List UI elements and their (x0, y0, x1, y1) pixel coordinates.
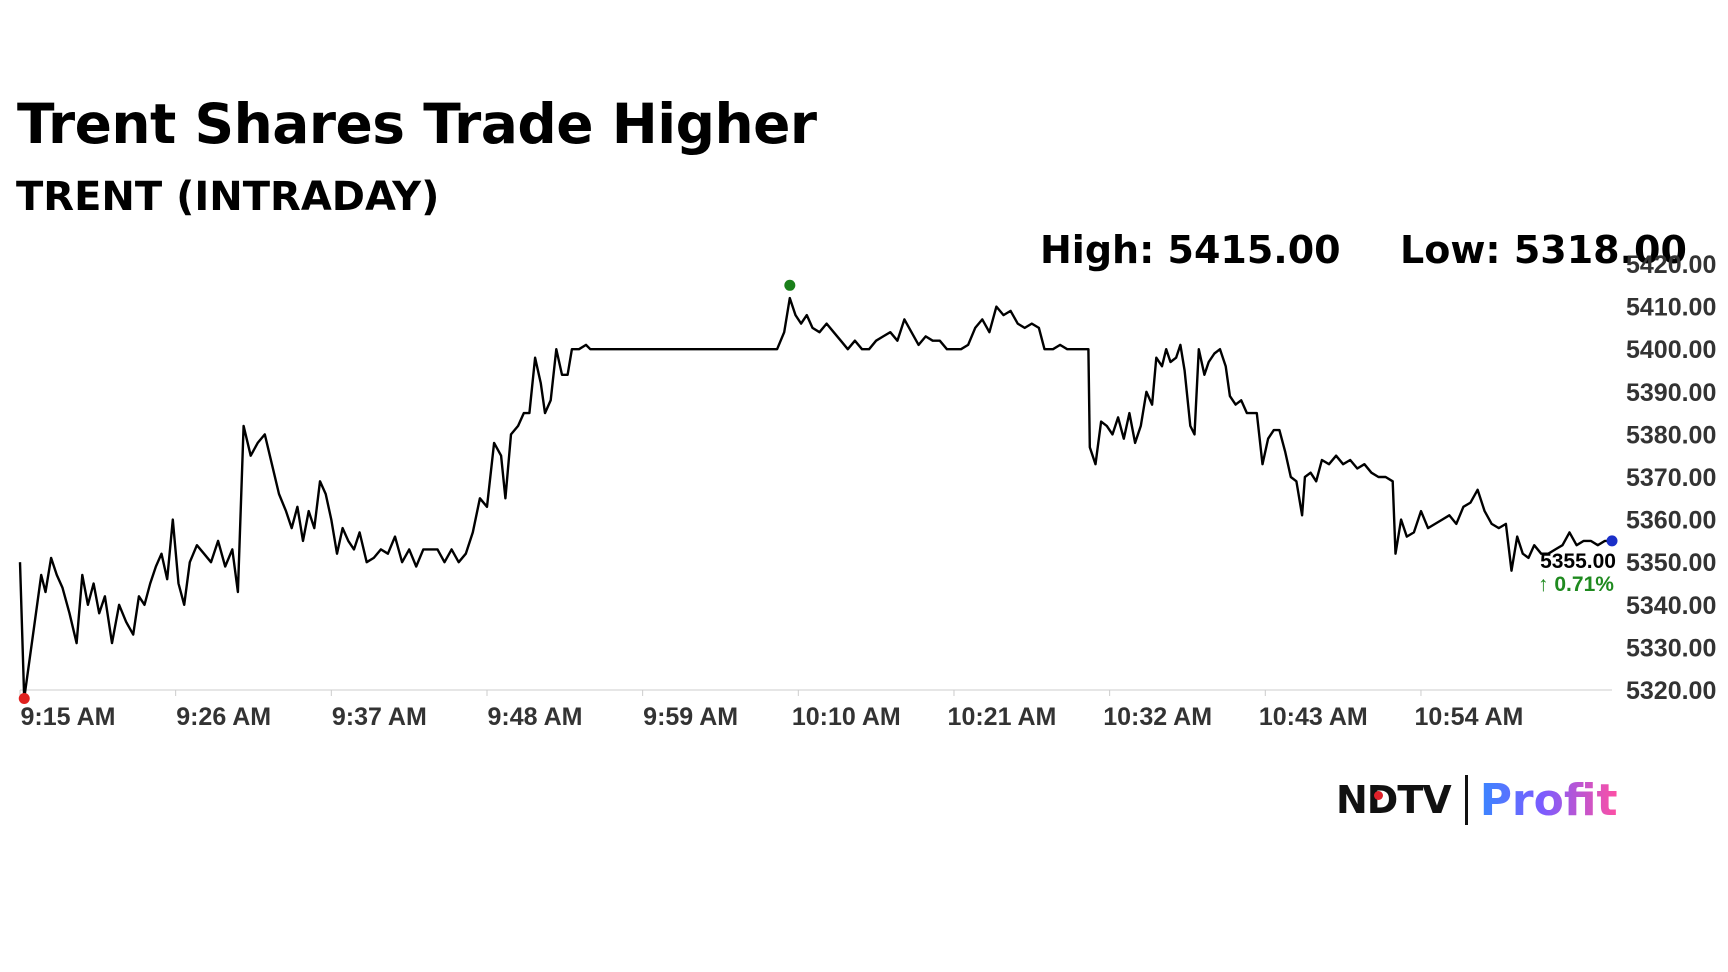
last-price-marker (1606, 535, 1618, 547)
price-change-label: ↑ 0.71% (1538, 573, 1614, 596)
y-tick-label: 5340.00 (1626, 592, 1716, 620)
logo-divider (1464, 775, 1468, 825)
x-tick-label: 10:10 AM (792, 703, 901, 731)
x-tick-label: 9:26 AM (176, 703, 271, 731)
y-tick-label: 5350.00 (1626, 549, 1716, 577)
logo-red-dot (1374, 791, 1383, 800)
y-tick-label: 5380.00 (1626, 421, 1716, 449)
ndtv-wordmark: NDTV (1336, 778, 1452, 822)
chart-subtitle: TRENT (INTRADAY) (16, 174, 440, 220)
x-tick-label: 9:59 AM (643, 703, 738, 731)
y-tick-label: 5400.00 (1626, 336, 1716, 364)
x-tick-label: 9:37 AM (332, 703, 427, 731)
y-tick-label: 5370.00 (1626, 464, 1716, 492)
x-tick-label: 10:21 AM (948, 703, 1057, 731)
x-tick-label: 9:15 AM (21, 703, 116, 731)
ndtv-profit-logo: NDTV Profit (1336, 772, 1618, 828)
y-tick-label: 5360.00 (1626, 507, 1716, 535)
low-stat: Low: 5318.00 (1400, 228, 1687, 272)
chart-title: Trent Shares Trade Higher (17, 92, 817, 156)
x-tick-label: 9:48 AM (488, 703, 583, 731)
x-tick-label: 10:54 AM (1415, 703, 1524, 731)
x-tick-label: 10:43 AM (1259, 703, 1368, 731)
y-tick-label: 5390.00 (1626, 379, 1716, 407)
high-marker (784, 279, 796, 291)
y-tick-label: 5420.00 (1626, 251, 1716, 279)
profit-wordmark: Profit (1479, 774, 1618, 826)
y-tick-label: 5320.00 (1626, 677, 1716, 705)
low-marker (18, 693, 30, 705)
y-tick-label: 5410.00 (1626, 294, 1716, 322)
high-stat: High: 5415.00 (1040, 228, 1341, 272)
x-tick-label: 10:32 AM (1103, 703, 1212, 731)
last-price-label: 5355.00 (1540, 550, 1616, 573)
y-tick-label: 5330.00 (1626, 634, 1716, 662)
price-line (18, 296, 1612, 700)
